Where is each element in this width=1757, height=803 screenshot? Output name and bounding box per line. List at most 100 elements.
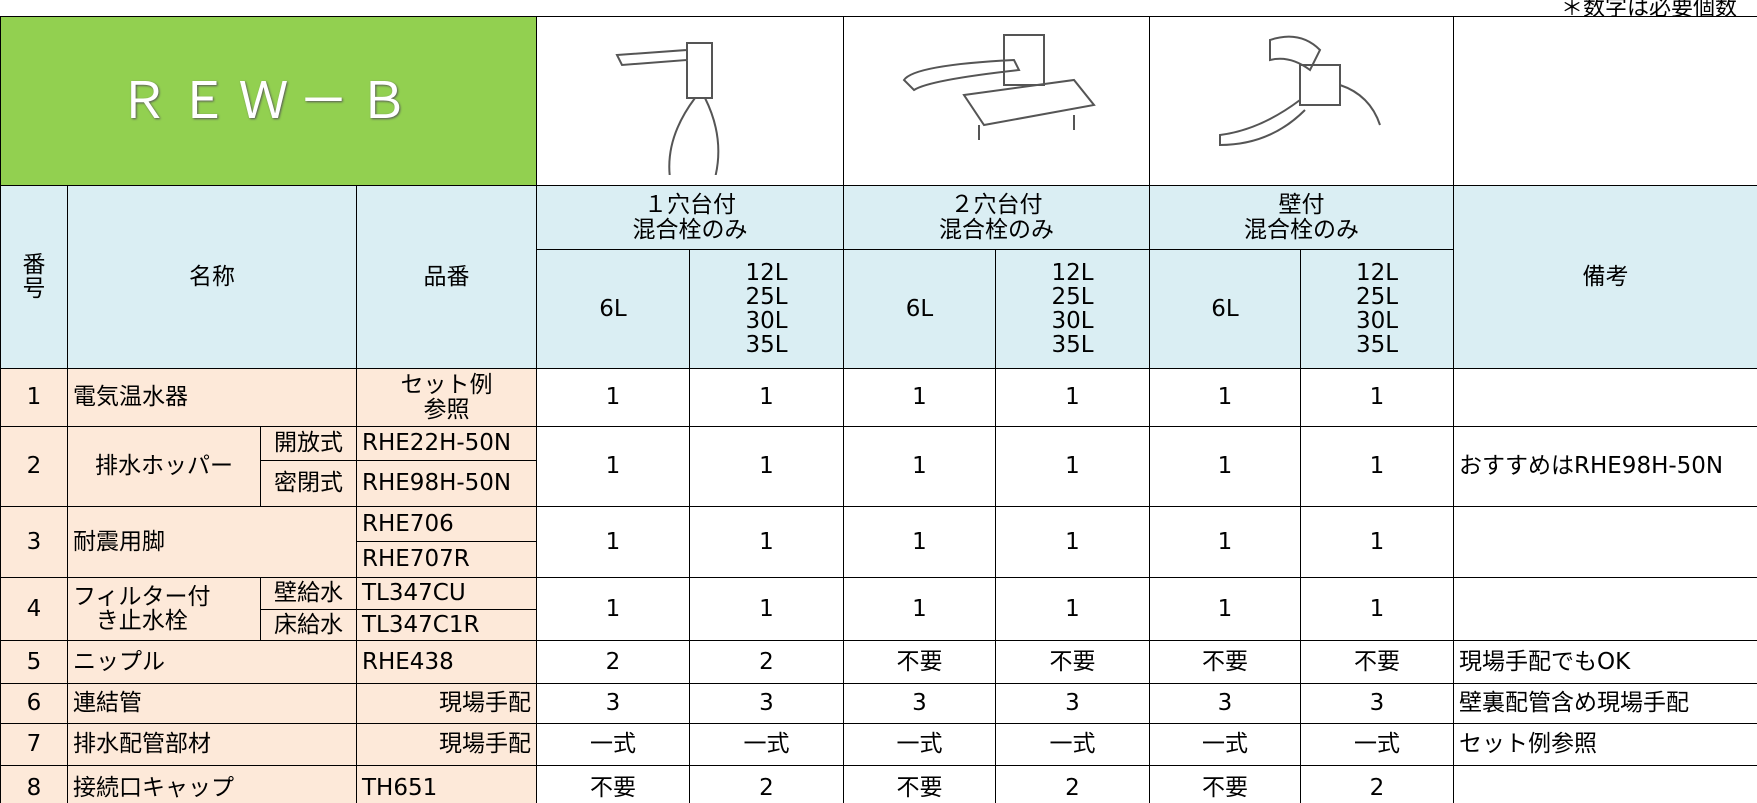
quantity: 2 <box>689 640 844 684</box>
faucet-illustration <box>1219 35 1381 147</box>
quantity: 不要 <box>1149 640 1301 684</box>
remarks: セット例参照 <box>1453 723 1757 766</box>
size-header: 12L 25L 30L 35L <box>689 249 844 369</box>
quantity: 2 <box>995 765 1150 803</box>
blank-cell <box>1453 16 1757 186</box>
quantity: 1 <box>689 506 844 578</box>
part-kind: 壁給水 <box>260 577 357 610</box>
title: ＲＥＷ－Ｂ <box>0 16 537 186</box>
item-name: 電気温水器 <box>67 368 357 427</box>
size-header: 6L <box>1149 249 1301 369</box>
fixture-image <box>1149 16 1454 186</box>
name-header: 名称 <box>67 185 357 369</box>
quantity: 1 <box>1300 506 1454 578</box>
remarks: おすすめはRHE98H-50N <box>1453 426 1757 507</box>
size-header: 12L 25L 30L 35L <box>995 249 1150 369</box>
fixture-image <box>843 16 1150 186</box>
size-header: 6L <box>536 249 690 369</box>
part-number: 現場手配 <box>356 683 537 724</box>
quantity: 1 <box>843 426 996 507</box>
quantity: 1 <box>995 368 1150 427</box>
row-number: 7 <box>0 723 68 766</box>
part-number: RHE707R <box>356 541 537 578</box>
part-kind: 床給水 <box>260 609 357 641</box>
remarks: 現場手配でもOK <box>1453 640 1757 684</box>
fixture-image <box>536 16 844 186</box>
note: ＊数字は必要個数 <box>1560 0 1737 21</box>
quantity: 3 <box>536 683 690 724</box>
item-name: 排水ホッパー <box>67 426 261 507</box>
quantity: 1 <box>843 577 996 641</box>
item-name: 排水配管部材 <box>67 723 357 766</box>
faucet-illustration <box>902 34 1096 140</box>
quantity: 1 <box>1149 426 1301 507</box>
quantity: 一式 <box>995 723 1150 766</box>
row-number: 8 <box>0 765 68 803</box>
quantity: 1 <box>1300 368 1454 427</box>
remarks <box>1453 577 1757 641</box>
part-kind: 開放式 <box>260 426 357 461</box>
size-header: 6L <box>843 249 996 369</box>
quantity: 一式 <box>843 723 996 766</box>
part-no-header: 品番 <box>356 185 537 369</box>
item-name: ニップル <box>67 640 357 684</box>
remarks-header: 備考 <box>1453 185 1757 369</box>
part-number: TH651 <box>356 765 537 803</box>
quantity: 1 <box>536 577 690 641</box>
quantity: 不要 <box>1300 640 1454 684</box>
item-name: 連結管 <box>67 683 357 724</box>
faucet-illustration <box>615 42 720 175</box>
quantity: 1 <box>1300 577 1454 641</box>
item-name: 接続口キャップ <box>67 765 357 803</box>
part-kind: 密閉式 <box>260 460 357 507</box>
part-number: RHE22H-50N <box>356 426 537 461</box>
quantity: 1 <box>1149 506 1301 578</box>
quantity: 2 <box>536 640 690 684</box>
remarks <box>1453 506 1757 578</box>
group-header: １穴台付 混合栓のみ <box>536 185 844 250</box>
number-header: 番 号 <box>0 185 68 369</box>
row-number: 5 <box>0 640 68 684</box>
quantity: 2 <box>689 765 844 803</box>
part-number: 現場手配 <box>356 723 537 766</box>
part-number: RHE706 <box>356 506 537 542</box>
quantity: 不要 <box>843 640 996 684</box>
quantity: 不要 <box>536 765 690 803</box>
quantity: 一式 <box>1149 723 1301 766</box>
quantity: 不要 <box>1149 765 1301 803</box>
item-name: フィルター付 き止水栓 <box>67 577 261 641</box>
remarks <box>1453 368 1757 427</box>
row-number: 6 <box>0 683 68 724</box>
part-number: TL347C1R <box>356 609 537 641</box>
quantity: 1 <box>1149 577 1301 641</box>
quantity: 1 <box>1300 426 1454 507</box>
item-name: 耐震用脚 <box>67 506 357 578</box>
quantity: 1 <box>689 426 844 507</box>
quantity: 3 <box>995 683 1150 724</box>
quantity: 1 <box>536 368 690 427</box>
quantity: 1 <box>689 368 844 427</box>
quantity: 2 <box>1300 765 1454 803</box>
part-number: RHE98H-50N <box>356 460 537 507</box>
quantity: 1 <box>995 506 1150 578</box>
quantity: 1 <box>995 426 1150 507</box>
part-number: セット例 参照 <box>356 368 537 427</box>
quantity: 不要 <box>995 640 1150 684</box>
part-number: TL347CU <box>356 577 537 610</box>
quantity: 3 <box>689 683 844 724</box>
size-header: 12L 25L 30L 35L <box>1300 249 1454 369</box>
quantity: 不要 <box>843 765 996 803</box>
quantity: 3 <box>1300 683 1454 724</box>
quantity: 1 <box>536 426 690 507</box>
quantity: 1 <box>1149 368 1301 427</box>
quantity: 3 <box>843 683 996 724</box>
quantity: 1 <box>536 506 690 578</box>
row-number: 3 <box>0 506 68 578</box>
group-header: 壁付 混合栓のみ <box>1149 185 1454 250</box>
quantity: 1 <box>995 577 1150 641</box>
part-number: RHE438 <box>356 640 537 684</box>
quantity: 1 <box>689 577 844 641</box>
quantity: 1 <box>843 368 996 427</box>
row-number: 2 <box>0 426 68 507</box>
